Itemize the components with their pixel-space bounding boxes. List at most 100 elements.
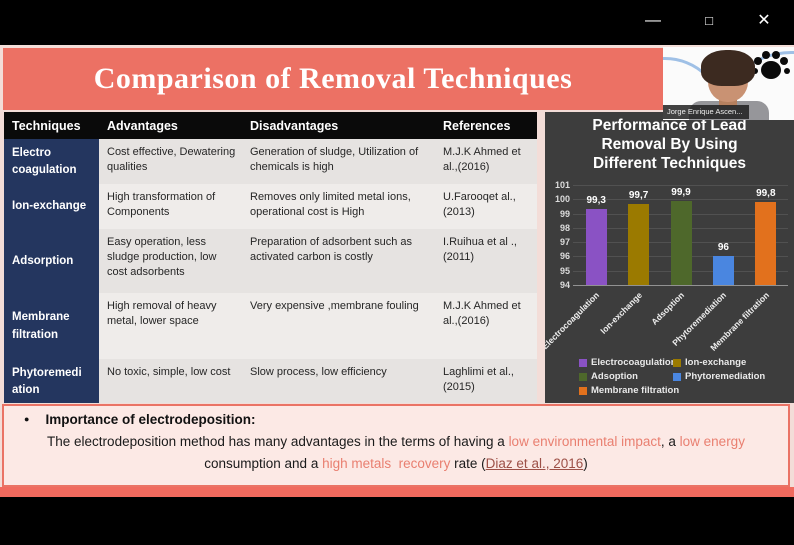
references-cell: Laghlimi et al.,(2015) [435, 358, 537, 403]
window-titlebar: — □ ✕ [0, 0, 794, 45]
advantages-cell: Cost effective, Dewatering qualities [99, 139, 242, 184]
bar-value-label: 99,8 [756, 188, 776, 200]
legend-item: Ion-exchange [673, 357, 789, 368]
chart-panel: Performance of Lead Removal By Using Diffe… [545, 112, 794, 403]
y-tick-label: 94 [559, 280, 570, 290]
note-text-segment: , a [660, 434, 680, 449]
note-text-segment: high metals recovery [322, 455, 451, 471]
title-banner: Comparison of Removal Techniques [3, 48, 663, 110]
maximize-icon[interactable]: □ [705, 13, 713, 28]
note-text-segment: consumption and a [204, 434, 749, 471]
notes-heading: Importance of electrodeposition: [45, 412, 256, 427]
legend-item: Phytoremediation [673, 371, 789, 382]
bar [755, 202, 777, 285]
references-cell: M.J.K Ahmed et al.,(2016) [435, 292, 537, 359]
references-cell: I.Ruihua et al .,(2011) [435, 228, 537, 293]
y-tick-label: 101 [554, 180, 570, 190]
bar-value-label: 99,7 [628, 189, 649, 201]
technique-cell: Ion-exchange [4, 183, 99, 229]
participant-name-label: Jorge Enrique Ascen... [663, 105, 749, 119]
note-text-segment: ) [583, 455, 588, 471]
minimize-icon[interactable]: — [645, 12, 661, 29]
table-header-cell: References [435, 112, 537, 139]
bottom-accent-strip [0, 487, 794, 497]
table-header-cell: Advantages [99, 112, 242, 139]
disadvantages-cell: Slow process, low efficiency [242, 358, 435, 403]
table-row: Phytoremediation No toxic, simple, low co… [4, 358, 537, 403]
bar-value-label: 99,3 [586, 195, 606, 207]
bar [585, 209, 607, 285]
notes-box: ● Importance of electrodeposition: The el… [2, 404, 790, 487]
note-text-segment: low energy [679, 434, 745, 449]
grid-line [573, 185, 788, 186]
disadvantages-cell: Very expensive ,membrane fouling [242, 292, 435, 359]
table-header-cell: Disadvantages [242, 112, 435, 139]
y-tick-label: 98 [559, 222, 570, 233]
legend-swatch [579, 358, 587, 367]
bar [712, 256, 734, 285]
y-tick-label: 96 [559, 251, 570, 262]
chart-title-line: Performance of Lead [592, 117, 747, 134]
legend-item: Electrocoagulation [579, 357, 677, 368]
table-header-row: Techniques Advantages Disadvantages Referen… [4, 112, 537, 139]
chart-title-line: Removal By Using [601, 135, 738, 153]
legend-label: Ion-exchange [685, 357, 747, 368]
table-row: Adsorption Easy operation, less sludge pr… [4, 228, 537, 293]
legend-swatch [673, 358, 681, 367]
legend-swatch [579, 372, 587, 381]
technique-cell: Membrane filtration [4, 292, 99, 359]
table-header-cell: Techniques [4, 112, 99, 139]
technique-cell: Adsorption [4, 228, 99, 293]
comparison-table-wrap: Techniques Advantages Disadvantages Referen… [4, 112, 537, 403]
y-tick-label: 99 [559, 208, 570, 219]
table-row: Electro coagulation Cost effective, Dewat… [4, 139, 537, 184]
comparison-table: Techniques Advantages Disadvantages Referen… [4, 112, 537, 403]
notes-paragraph: The electrodeposition method has many ad… [4, 431, 788, 474]
legend-label: Adsoption [591, 371, 638, 382]
technique-cell: Phytoremediation [4, 358, 99, 403]
chart-legend: Electrocoagulation Ion-exchange Adsoption P… [579, 357, 789, 396]
bar-value-label: 96 [717, 242, 729, 254]
legend-item: Adsoption [579, 371, 667, 382]
legend-swatch [579, 386, 587, 395]
bullet-icon: ● [24, 414, 30, 424]
citation-link[interactable]: Diaz et al., 2016 [485, 455, 584, 471]
legend-item: Membrane filtration [579, 385, 679, 396]
legend-swatch [673, 372, 681, 381]
legend-label: Electrocoagulation [591, 357, 677, 368]
grid-line [573, 285, 788, 286]
y-tick-label: 95 [559, 265, 570, 276]
bar-value-label: 99,9 [671, 186, 691, 198]
legend-label: Membrane filtration [591, 385, 680, 396]
note-text-segment: rate ( [450, 455, 486, 471]
slide-title: Comparison of Removal Techniques [93, 62, 573, 95]
disadvantages-cell: Generation of sludge, Utilization of che… [242, 139, 435, 184]
note-text-segment: low environmental impact [508, 434, 661, 449]
note-text-segment: The electrodeposition method has many ad… [47, 434, 509, 449]
references-cell: M.J.K Ahmed et al.,(2016) [435, 139, 537, 184]
y-tick-label: 97 [559, 237, 570, 248]
chart-title: Performance of Lead Removal By Using Diffe… [545, 112, 794, 174]
advantages-cell: Easy operation, less sludge production, … [99, 228, 242, 293]
advantages-cell: High removal of heavy metal, lower space [99, 292, 242, 359]
advantages-cell: No toxic, simple, low cost [99, 358, 242, 403]
grid-line [573, 199, 788, 201]
webcam-overlay[interactable]: Jorge Enrique Ascen... [663, 47, 794, 120]
table-row: Ion-exchange High transformation of Compo… [4, 183, 537, 229]
notes-heading-row: ● Importance of electrodeposition: [24, 412, 788, 427]
disadvantages-cell: Removes only limited metal ions, operati… [242, 183, 435, 229]
table-body: Electro coagulation Cost effective, Dewat… [4, 139, 537, 403]
technique-cell: Electro coagulation [4, 139, 99, 184]
legend-label: Phytoremediation [685, 371, 766, 382]
y-tick-label: 100 [554, 194, 570, 205]
bar [628, 203, 650, 285]
person-hair [701, 50, 755, 86]
paw-logo-icon [752, 51, 790, 79]
chart-title-line: Different Techniques [592, 154, 746, 172]
references-cell: U.Farooqet al.,(2013) [435, 183, 537, 229]
slide-canvas: Comparison of Removal Techniques Techniq… [0, 45, 794, 497]
table-row: Membrane filtration High removal of heavy… [4, 292, 537, 359]
bar [670, 200, 692, 285]
close-icon[interactable]: ✕ [757, 12, 771, 29]
